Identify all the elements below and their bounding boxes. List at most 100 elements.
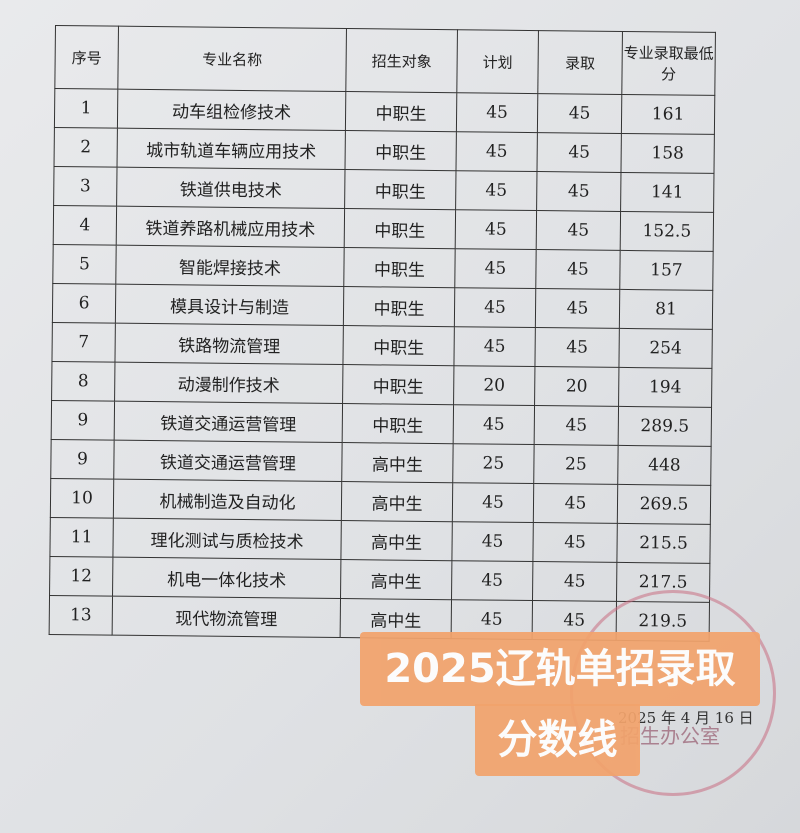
table-row: 9 铁道交通运营管理 高中生 25 25 448 [50,439,712,486]
table-cell: 448 [617,445,712,486]
table-cell: 中职生 [345,91,457,132]
table-cell: 45 [451,521,534,562]
table-cell: 中职生 [342,364,454,405]
table-cell: 45 [453,404,535,445]
table-cell: 45 [451,560,533,601]
table-row: 5 智能焊接技术 中职生 45 45 157 [52,244,714,291]
table-cell: 高中生 [341,481,453,522]
overlay-title-line2: 分数线 [475,704,640,776]
table-cell: 10 [50,478,114,519]
table-row: 1 动车组检修技术 中职生 45 45 161 [54,88,715,135]
table-cell: 141 [620,172,714,213]
table-cell: 理化测试与质检技术 [112,518,342,560]
table-row: 11 理化测试与质检技术 高中生 45 45 215.5 [49,517,711,564]
table-cell: 81 [619,289,713,330]
table-cell: 45 [454,248,537,289]
table-cell: 45 [454,287,536,328]
table-cell: 现代物流管理 [112,596,341,638]
table-cell: 152.5 [620,211,714,252]
table-cell: 高中生 [341,442,454,483]
table-cell: 254 [618,328,713,369]
table-cell: 45 [535,249,621,290]
table-row: 6 模具设计与制造 中职生 45 45 81 [52,283,713,330]
table-cell: 158 [620,133,715,174]
table-cell: 45 [536,132,622,173]
table-cell: 20 [534,366,619,407]
table-cell: 中职生 [342,325,455,366]
column-header: 序号 [54,25,119,90]
table-cell: 45 [535,288,620,329]
table-cell: 269.5 [617,484,711,525]
table-cell: 45 [455,209,537,250]
table-cell: 45 [455,170,537,211]
table-row: 2 城市轨道车辆应用技术 中职生 45 45 158 [54,127,715,174]
table-cell: 25 [452,443,535,484]
column-header: 专业录取最低分 [621,31,716,96]
table-cell: 45 [537,93,622,134]
table-cell: 中职生 [344,208,456,249]
table-cell: 智能焊接技术 [115,245,345,287]
table-cell: 9 [51,400,115,441]
table-cell: 4 [53,205,117,246]
table-cell: 2 [54,127,118,168]
table-cell: 中职生 [342,403,454,444]
admission-score-table: 序号 专业名称 招生对象 计划 录取 专业录取最低分 1 动车组检修技术 中职生 45 45 161… [49,25,716,642]
table-cell: 铁道交通运营管理 [114,401,343,443]
table-row: 7 铁路物流管理 中职生 45 45 254 [51,322,713,369]
table-cell: 机械制造及自动化 [113,479,342,521]
table-cell: 中职生 [343,247,456,288]
table-cell: 157 [619,250,714,291]
table-cell: 45 [532,561,617,602]
table-cell: 铁道养路机械应用技术 [116,206,345,248]
table-cell: 5 [52,244,117,285]
table-row: 3 铁道供电技术 中职生 45 45 141 [53,166,714,213]
table-row: 10 机械制造及自动化 高中生 45 45 269.5 [50,478,711,525]
column-header: 招生对象 [345,28,458,93]
table-cell: 45 [452,482,534,523]
column-header: 录取 [537,30,623,95]
table-cell: 45 [532,522,618,563]
table-cell: 45 [453,326,536,367]
table-row: 4 铁道养路机械应用技术 中职生 45 45 152.5 [53,205,714,252]
table-cell: 中职生 [344,169,456,210]
table-cell: 25 [533,444,619,485]
table-cell: 动车组检修技术 [117,89,346,131]
table-cell: 8 [51,361,115,402]
table-cell: 高中生 [340,520,453,561]
table-cell: 45 [455,131,538,172]
table-cell: 13 [49,595,113,636]
table-cell: 45 [534,327,620,368]
table-row: 9 铁道交通运营管理 中职生 45 45 289.5 [51,400,712,447]
table-cell: 铁路物流管理 [114,323,344,365]
table-cell: 动漫制作技术 [114,362,343,404]
overlay-title-line1: 2025辽轨单招录取 [360,632,760,706]
table-cell: 中职生 [343,286,455,327]
table-cell: 45 [533,483,618,524]
table-cell: 机电一体化技术 [112,557,341,599]
table-cell: 11 [49,517,114,558]
table-cell: 7 [51,322,116,363]
table-cell: 12 [49,556,113,597]
column-header: 计划 [456,29,539,94]
column-header: 专业名称 [117,26,347,92]
table-cell: 城市轨道车辆应用技术 [117,128,346,170]
table-cell: 20 [453,365,535,406]
table-cell: 289.5 [618,406,712,447]
table-cell: 铁道交通运营管理 [113,440,343,482]
table-cell: 45 [536,171,621,212]
table-cell: 中职生 [345,130,457,171]
table-cell: 215.5 [616,523,711,564]
table-cell: 模具设计与制造 [115,284,344,326]
table-cell: 45 [536,210,621,251]
table-row: 12 机电一体化技术 高中生 45 45 217.5 [49,556,710,603]
table-cell: 9 [50,439,115,480]
table-cell: 45 [534,405,619,446]
table-cell: 194 [618,367,712,408]
table-cell: 1 [54,88,118,129]
table-header-row: 序号 专业名称 招生对象 计划 录取 专业录取最低分 [54,25,716,96]
table-cell: 高中生 [340,559,452,600]
table-cell: 3 [53,166,118,207]
table-cell: 45 [456,92,538,133]
table-cell: 161 [621,94,715,135]
table-row: 8 动漫制作技术 中职生 20 20 194 [51,361,712,408]
